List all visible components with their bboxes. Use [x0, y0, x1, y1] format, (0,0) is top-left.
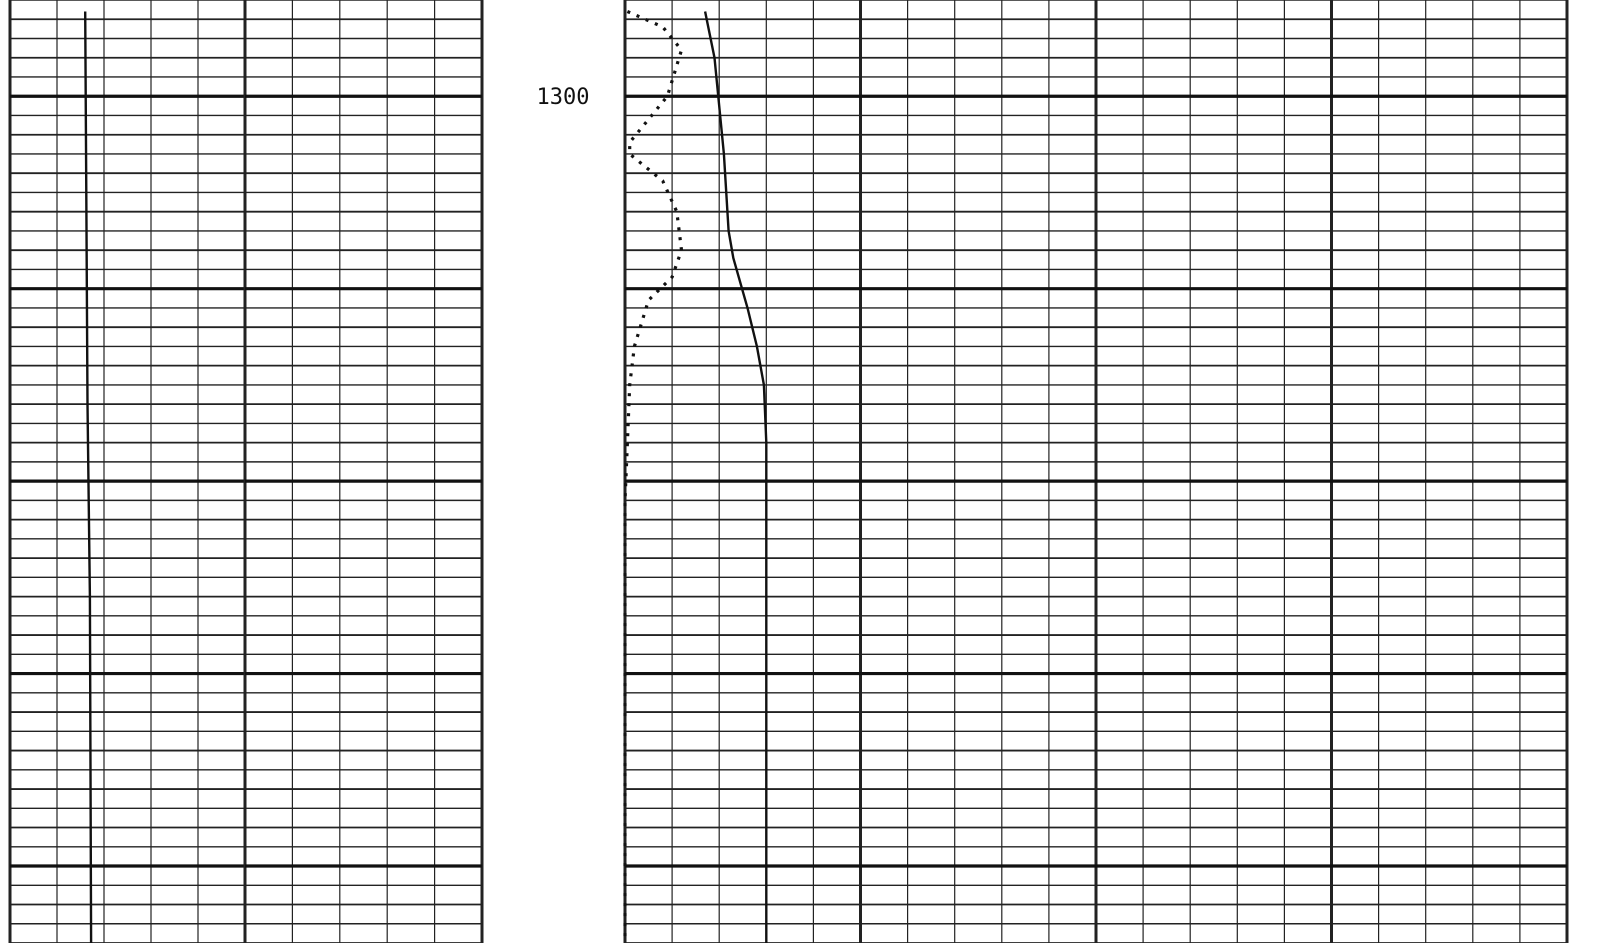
- track-1: [8, 0, 247, 943]
- curve-track3-dotted: [623, 10, 684, 943]
- depth-label: 1300: [537, 85, 590, 110]
- track-3: [623, 0, 1569, 943]
- log-curves: [84, 10, 768, 943]
- track-2: [243, 0, 484, 943]
- curve-track3-solid: [703, 11, 768, 943]
- curve-track1-solid: [84, 11, 93, 943]
- track-grids: [8, 0, 1569, 943]
